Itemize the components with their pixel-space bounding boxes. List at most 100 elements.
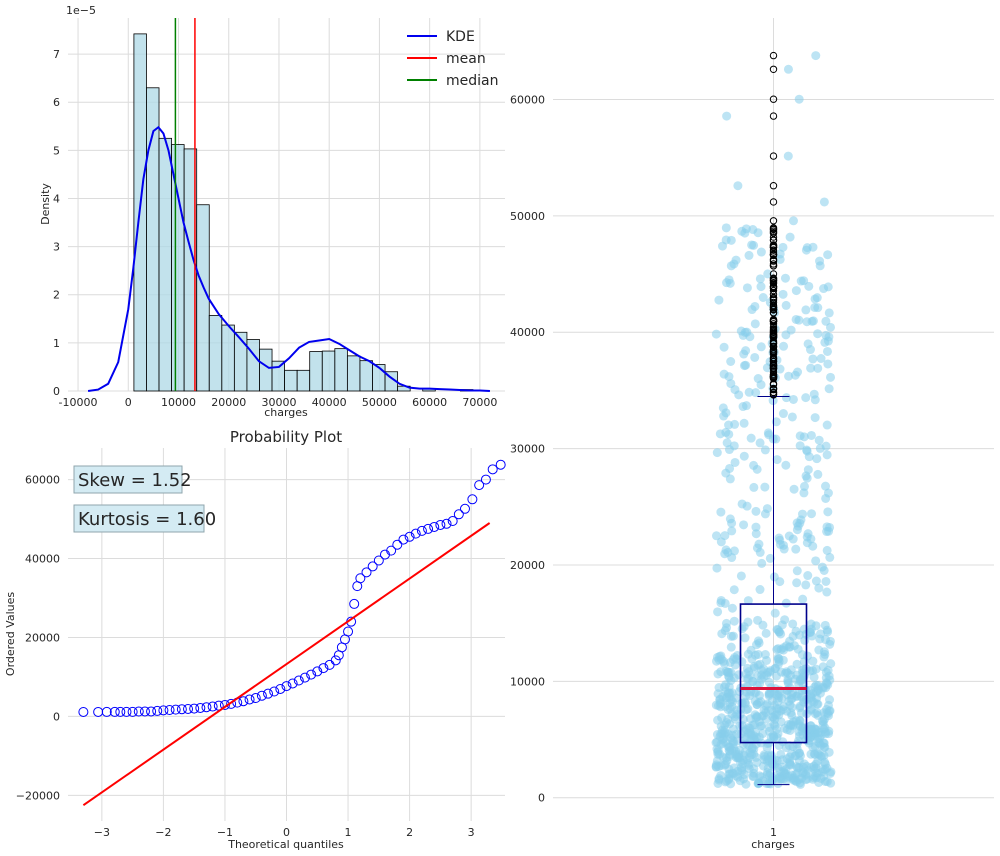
- probability-title: Probability Plot: [230, 428, 342, 446]
- jitter-point: [774, 533, 784, 543]
- jitter-point: [815, 256, 825, 266]
- histogram-y-tick-label: 1: [53, 337, 60, 350]
- jitter-point: [813, 469, 823, 479]
- quantile-point: [183, 703, 194, 714]
- jitter-point: [815, 728, 825, 738]
- quantile-point: [392, 539, 403, 550]
- fit-line: [82, 522, 491, 807]
- flier-point: [769, 198, 778, 206]
- jitter-point: [788, 216, 798, 226]
- jitter-point: [783, 668, 793, 678]
- histogram-x-ticks: -10000 0 10000 20000 30000 40000 50000 60000 700…: [59, 396, 498, 409]
- jitter-point: [711, 531, 721, 541]
- jitter-point: [714, 295, 724, 305]
- jitter-point: [748, 225, 758, 235]
- probability-x-label: Theoretical quantiles: [227, 838, 344, 851]
- jitter-point: [811, 51, 821, 61]
- quantile-point: [109, 706, 120, 717]
- jitter-point: [820, 620, 830, 630]
- jitter-point: [712, 448, 722, 458]
- jitter-point: [813, 363, 823, 373]
- quantile-point: [474, 480, 485, 491]
- jitter-point: [801, 775, 811, 785]
- jitter-point: [753, 636, 763, 646]
- jitter-point: [737, 698, 747, 708]
- jitter-point: [810, 302, 820, 312]
- jitter-point: [724, 746, 734, 756]
- jitter-point: [811, 576, 821, 586]
- quantile-point: [121, 706, 132, 717]
- jitter-point: [724, 682, 734, 692]
- histogram-bar: [233, 331, 248, 392]
- jitter-point: [819, 652, 829, 662]
- jitter-point: [822, 420, 832, 430]
- jitter-point: [740, 633, 750, 643]
- jitter-point: [815, 629, 825, 639]
- probability-y-tick-label: 40000: [25, 553, 60, 566]
- quantile-point: [170, 704, 181, 715]
- jitter-point: [799, 432, 809, 442]
- jitter-point: [747, 654, 757, 664]
- jitter-point: [763, 269, 773, 279]
- jitter-point: [792, 659, 802, 669]
- quantile-point: [287, 678, 298, 689]
- probability-y-tick-label: 20000: [25, 631, 60, 644]
- jitter-point: [797, 650, 807, 660]
- jitter-point: [747, 240, 757, 250]
- quantile-point: [367, 561, 378, 572]
- histogram-legend: KDE mean median: [407, 29, 498, 89]
- jitter-point: [798, 668, 808, 678]
- quantile-point: [195, 702, 206, 713]
- flier-point: [769, 388, 778, 396]
- jitter-point: [771, 417, 781, 427]
- quantile-point: [152, 705, 163, 716]
- jitter-point: [796, 675, 806, 685]
- kde-line: [87, 125, 490, 392]
- jitter-point: [743, 617, 753, 627]
- jitter-point: [728, 631, 738, 641]
- flier-point: [769, 298, 778, 307]
- jitter-point: [711, 760, 721, 770]
- histogram-y-label: Density: [39, 183, 52, 225]
- histogram-bar: [296, 369, 311, 392]
- quantile-points: [78, 459, 506, 717]
- histogram-bar: [271, 360, 285, 392]
- jitter-point: [751, 388, 761, 398]
- jitter-point: [822, 587, 832, 597]
- flier-point: [769, 224, 778, 232]
- jitter-point: [822, 527, 832, 537]
- quantile-point: [164, 704, 175, 715]
- jitter-point: [806, 509, 816, 519]
- flier-point: [769, 260, 778, 268]
- flier-point: [769, 152, 778, 160]
- jitter-point: [823, 282, 833, 292]
- histogram-bar: [158, 137, 172, 392]
- jitter-point: [727, 730, 737, 740]
- jitter-point: [799, 488, 809, 498]
- jitter-point: [802, 446, 812, 456]
- box-plot-panel: 1 0 10000 20000 30000 40000 50000 60000 charge…: [510, 18, 994, 851]
- jitter-point: [725, 698, 735, 708]
- histogram-y-tick-label: 4: [53, 192, 60, 205]
- jitter-point: [808, 354, 818, 364]
- jitter-point: [727, 526, 737, 536]
- jitter-point: [755, 438, 765, 448]
- jitter-point: [756, 247, 766, 257]
- jitter-point: [744, 387, 754, 397]
- jitter-point: [739, 520, 749, 530]
- flier-point: [769, 95, 778, 103]
- jitter-point: [752, 758, 762, 768]
- jitter-point: [715, 695, 725, 705]
- jitter-point: [813, 329, 823, 339]
- quantile-point: [435, 519, 446, 530]
- jitter-point: [773, 653, 783, 663]
- jitter-point: [750, 720, 760, 730]
- jitter-point: [729, 441, 739, 451]
- jitter-point: [785, 232, 795, 242]
- quantile-point: [127, 706, 138, 717]
- jitter-point: [743, 596, 753, 606]
- jitter-point: [784, 741, 794, 751]
- jitter-point: [724, 667, 734, 677]
- jitter-point: [801, 471, 811, 481]
- jitter-point: [717, 725, 727, 735]
